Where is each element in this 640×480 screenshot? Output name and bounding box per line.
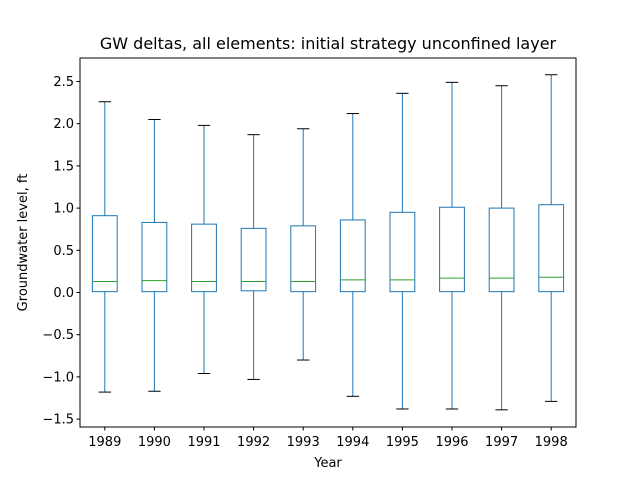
box-1989 [91,101,118,393]
box-1990 [141,118,168,392]
plot-frame [79,57,577,428]
box-iqr [439,206,465,293]
y-tick-label: 1.5 [53,159,74,174]
x-tick-label: 1996 [435,435,468,450]
box-1995 [389,92,416,410]
x-tick-label: 1994 [336,435,369,450]
x-tick-label: 1998 [535,435,568,450]
y-tick-label: 0.0 [53,286,74,301]
y-tick-label: −1.0 [42,370,74,385]
y-axis-label: Groundwater level, ft [16,174,31,312]
box-iqr [141,221,168,293]
x-axis-label: Year [313,456,342,471]
box-iqr [538,204,565,293]
y-tick-label: −0.5 [42,328,74,343]
box-iqr [290,225,317,293]
x-tick-label: 1992 [237,435,270,450]
x-tick-label: 1995 [386,435,419,450]
y-tick-label: 2.5 [53,75,74,90]
x-tick-label: 1991 [187,435,220,450]
box-iqr [240,227,267,292]
box-1998 [538,74,565,402]
box-1996 [439,81,465,410]
box-1992 [240,134,267,380]
y-axis-ticks: −1.5 −1.0 −0.5 0.0 0.5 1.0 1.5 2.0 2.5 [42,75,80,428]
y-tick-label: 2.0 [53,117,74,132]
box-1993 [290,128,317,361]
x-tick-label: 1990 [138,435,171,450]
plot-marks [91,74,565,411]
box-iqr [389,211,416,293]
box-1994 [339,113,366,397]
y-tick-label: 0.5 [53,244,74,259]
box-iqr [91,215,118,293]
y-tick-label: 1.0 [53,202,74,217]
box-iqr [339,219,366,293]
x-axis-ticks: 1989 1990 1991 1992 1993 1994 1995 1996 1997 1998 [88,427,568,450]
box-1997 [488,85,515,411]
box-iqr [191,223,217,293]
x-tick-label: 1997 [485,435,518,450]
box-iqr [488,207,515,293]
chart-title: GW deltas, all elements: initial strateg… [100,34,557,53]
x-tick-label: 1993 [287,435,320,450]
x-tick-label: 1989 [88,435,121,450]
y-tick-label: −1.5 [42,413,74,428]
box-1991 [191,124,217,375]
